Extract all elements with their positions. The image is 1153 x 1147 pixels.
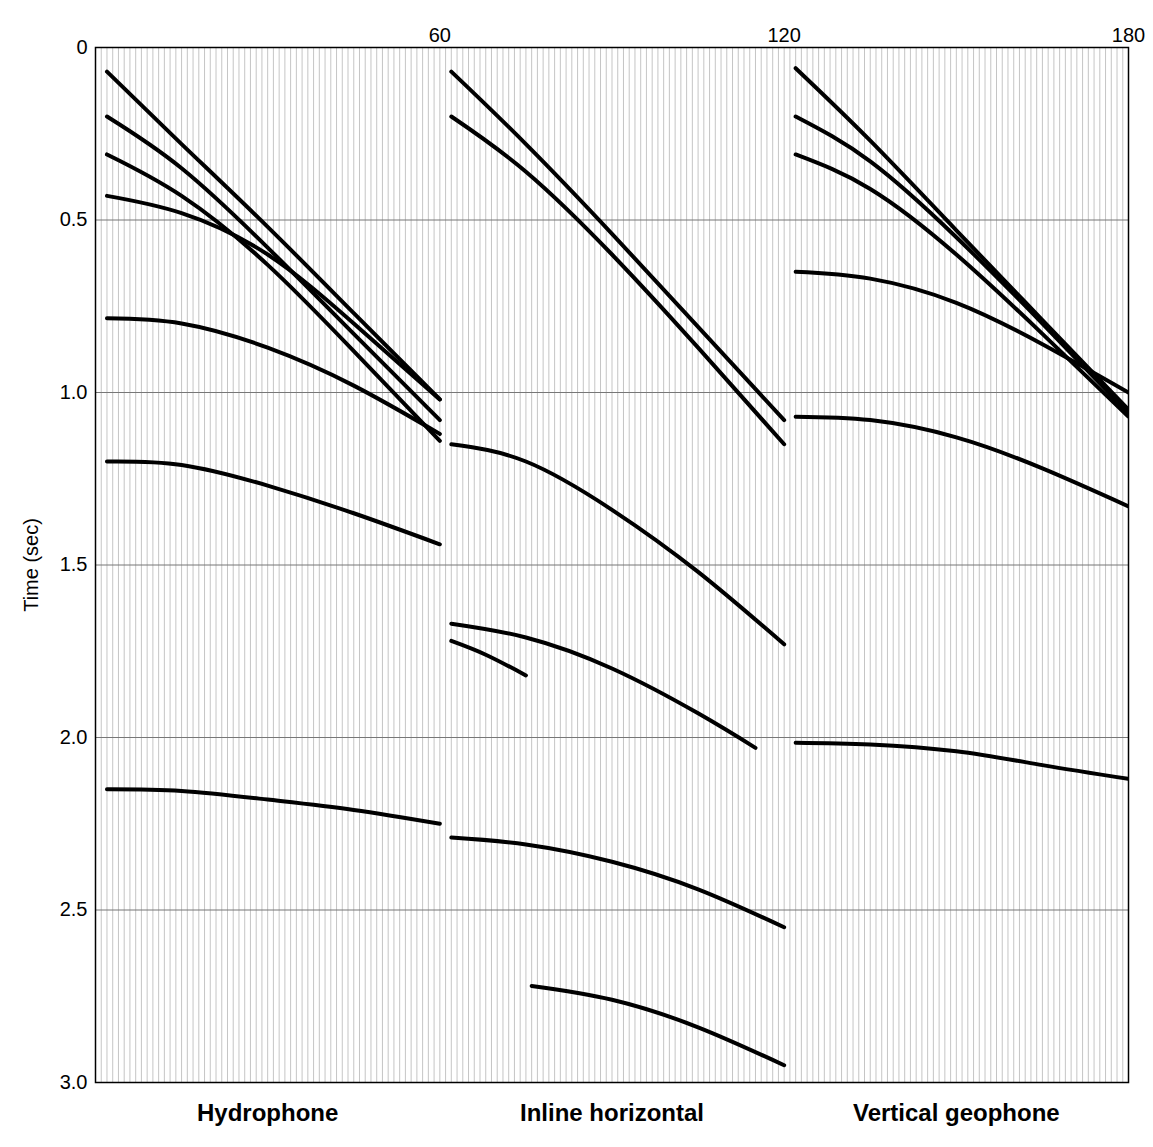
svg-text:1.0: 1.0	[60, 381, 88, 403]
svg-text:0: 0	[76, 36, 87, 58]
svg-text:Inline horizontal: Inline horizontal	[520, 1099, 704, 1126]
svg-text:Time (sec): Time (sec)	[20, 518, 42, 612]
svg-text:Vertical geophone: Vertical geophone	[853, 1099, 1060, 1126]
svg-text:2.5: 2.5	[60, 898, 88, 920]
svg-text:1.5: 1.5	[60, 553, 88, 575]
svg-text:0.5: 0.5	[60, 208, 88, 230]
svg-text:60: 60	[429, 24, 451, 46]
svg-text:3.0: 3.0	[60, 1071, 88, 1093]
svg-text:180: 180	[1112, 24, 1145, 46]
svg-text:Hydrophone: Hydrophone	[197, 1099, 338, 1126]
svg-text:2.0: 2.0	[60, 726, 88, 748]
svg-text:120: 120	[767, 24, 800, 46]
